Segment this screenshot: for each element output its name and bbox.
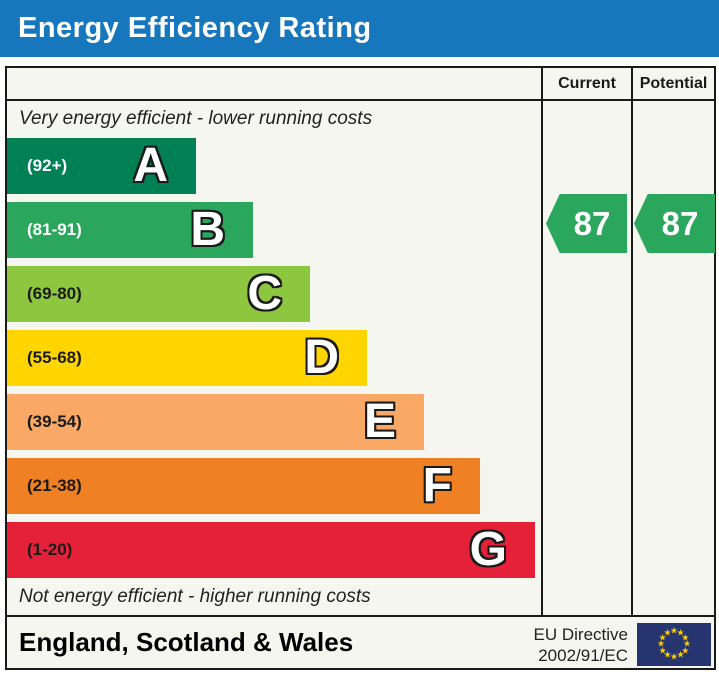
footer-region-label: England, Scotland & Wales bbox=[19, 627, 354, 657]
eu-flag-star: ★ bbox=[663, 627, 672, 638]
eu-directive-line2: 2002/91/EC bbox=[538, 646, 628, 665]
band-a-letter: A bbox=[133, 139, 168, 192]
eu-flag-star: ★ bbox=[656, 638, 666, 649]
band-e-range: (39-54) bbox=[27, 412, 82, 431]
column-divider-current bbox=[541, 68, 543, 617]
band-d-range: (55-68) bbox=[27, 348, 82, 367]
band-a: (92+) A bbox=[7, 138, 196, 194]
band-c: (69-80) C bbox=[7, 266, 310, 322]
eu-directive-line1: EU Directive bbox=[533, 625, 628, 644]
band-f-range: (21-38) bbox=[27, 476, 82, 495]
band-b: (81-91) B bbox=[7, 202, 253, 258]
eu-flag-star: ★ bbox=[682, 638, 692, 649]
potential-rating-value: 87 bbox=[661, 204, 699, 242]
eu-flag-star: ★ bbox=[681, 632, 690, 642]
band-a-range: (92+) bbox=[27, 156, 68, 175]
potential-rating-marker: 87 bbox=[634, 194, 715, 253]
band-g: (1-20) G bbox=[7, 522, 535, 578]
eu-flag-star: ★ bbox=[681, 645, 690, 655]
column-header-potential: Potential bbox=[639, 74, 708, 92]
rating-table: Current Potential Very energy efficient … bbox=[5, 66, 716, 670]
eu-directive-label: EU Directive 2002/91/EC bbox=[534, 624, 628, 666]
header-underline bbox=[7, 99, 714, 101]
band-b-range: (81-91) bbox=[27, 220, 82, 239]
eu-flag-icon: ★ ★ ★ ★ ★ ★ ★ ★ ★ ★ ★ ★ bbox=[637, 623, 711, 666]
eu-flag-star: ★ bbox=[663, 649, 672, 660]
page-title: Energy Efficiency Rating bbox=[18, 12, 372, 44]
eu-flag-star: ★ bbox=[676, 649, 685, 660]
band-g-range: (1-20) bbox=[27, 540, 73, 559]
band-d: (55-68) D bbox=[7, 330, 367, 386]
current-rating-marker: 87 bbox=[546, 194, 627, 253]
band-b-letter: B bbox=[190, 203, 225, 256]
caption-not-efficient: Not energy efficient - higher running co… bbox=[19, 585, 371, 607]
band-e-letter: E bbox=[363, 395, 396, 448]
title-bar: Energy Efficiency Rating bbox=[0, 0, 719, 57]
band-e: (39-54) E bbox=[7, 394, 424, 450]
current-rating-value: 87 bbox=[573, 204, 611, 242]
eu-flag-star: ★ bbox=[669, 625, 679, 636]
band-f-letter: F bbox=[422, 459, 452, 512]
caption-very-efficient: Very energy efficient - lower running co… bbox=[19, 107, 373, 129]
eu-flag-star: ★ bbox=[658, 645, 667, 655]
footer-divider bbox=[7, 615, 714, 617]
eu-flag-star: ★ bbox=[669, 651, 679, 662]
column-header-current: Current bbox=[558, 74, 616, 92]
band-f: (21-38) F bbox=[7, 458, 480, 514]
band-d-letter: D bbox=[304, 331, 339, 384]
band-g-letter: G bbox=[469, 523, 507, 576]
band-c-letter: C bbox=[247, 267, 282, 320]
band-c-range: (69-80) bbox=[27, 284, 82, 303]
eu-flag-star: ★ bbox=[658, 632, 667, 642]
eu-flag-star: ★ bbox=[676, 627, 685, 638]
column-divider-potential bbox=[631, 68, 633, 617]
